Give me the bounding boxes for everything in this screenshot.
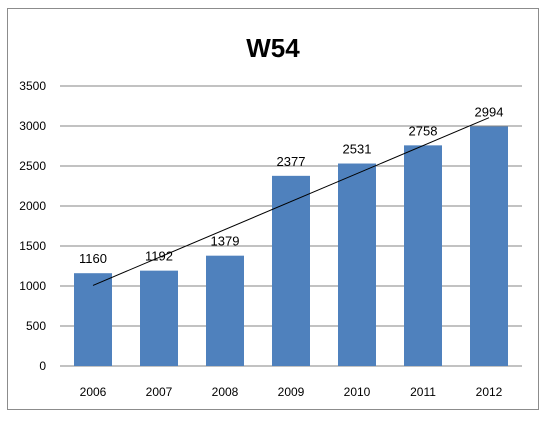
x-axis-ticks: 2006 2007 2008 2009 2010 2011 2012 bbox=[80, 385, 503, 399]
x-tick-label: 2009 bbox=[278, 385, 305, 399]
bar-2008 bbox=[206, 255, 244, 366]
y-axis-ticks: 0 500 1000 1500 2000 2500 3000 3500 bbox=[19, 79, 46, 373]
y-tick-label: 1000 bbox=[19, 279, 46, 293]
trendline-layer bbox=[92, 117, 490, 286]
x-tick-label: 2007 bbox=[146, 385, 173, 399]
bar-2010 bbox=[338, 163, 376, 366]
bar-2011 bbox=[404, 145, 442, 366]
bars bbox=[74, 126, 508, 366]
x-tick-label: 2010 bbox=[344, 385, 371, 399]
y-tick-label: 500 bbox=[26, 319, 46, 333]
bar-2006 bbox=[74, 273, 112, 366]
trendline bbox=[92, 117, 490, 286]
bar-2009 bbox=[272, 175, 310, 366]
bar-2012 bbox=[470, 126, 508, 366]
y-tick-label: 3500 bbox=[19, 79, 46, 93]
y-tick-label: 2000 bbox=[19, 199, 46, 213]
data-label: 2758 bbox=[409, 123, 438, 138]
data-label: 2377 bbox=[277, 154, 306, 169]
data-label: 2531 bbox=[343, 142, 372, 157]
x-tick-label: 2011 bbox=[410, 385, 436, 399]
y-tick-label: 0 bbox=[39, 359, 46, 373]
y-tick-label: 1500 bbox=[19, 239, 46, 253]
data-label: 1379 bbox=[211, 234, 240, 249]
bar-2007 bbox=[140, 270, 178, 366]
y-tick-label: 3000 bbox=[19, 119, 46, 133]
data-label: 2994 bbox=[475, 104, 504, 119]
chart-title: W54 bbox=[246, 33, 300, 63]
x-tick-label: 2006 bbox=[80, 385, 107, 399]
y-tick-label: 2500 bbox=[19, 159, 46, 173]
x-tick-label: 2012 bbox=[476, 385, 503, 399]
data-label: 1160 bbox=[79, 251, 107, 266]
x-tick-label: 2008 bbox=[212, 385, 239, 399]
